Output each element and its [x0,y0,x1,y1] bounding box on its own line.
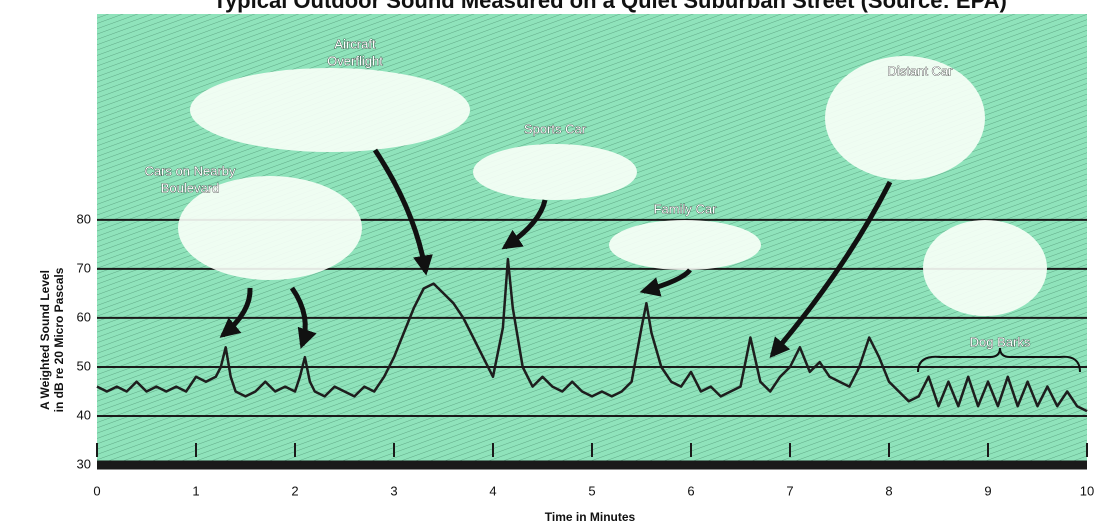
x-tick-label: 9 [984,483,991,498]
x-tick-label: 0 [93,483,100,498]
annotation-cloud [190,68,470,152]
x-tick-label: 4 [489,483,496,498]
x-tick-label: 2 [291,483,298,498]
chart: Typical Outdoor Sound Measured on a Quie… [0,0,1099,526]
annotation-label: Dog Barks [970,334,1031,349]
y-axis-label: in dB re 20 Micro Pascals [52,267,66,412]
annotation-cloud [609,220,761,270]
x-tick-label: 7 [786,483,793,498]
annotation-label: Distant Car [887,63,953,78]
x-axis-label: Time in Minutes [545,510,636,524]
y-tick-label: 30 [77,456,91,471]
x-tick-label: 8 [885,483,892,498]
x-tick-label: 1 [192,483,199,498]
y-tick-label: 70 [77,260,91,275]
y-tick-label: 40 [77,407,91,422]
y-axis-label: A Weighted Sound Level [38,270,52,410]
annotation-label: Overflight [327,53,383,68]
x-tick-label: 6 [687,483,694,498]
annotation-label: Family Car [654,201,718,216]
annotation-label: Aircraft [334,36,376,51]
annotation-label: Sports Car [524,121,587,136]
y-tick-label: 80 [77,211,91,226]
chart-title: Typical Outdoor Sound Measured on a Quie… [213,0,1007,13]
x-tick-label: 10 [1080,483,1094,498]
annotation-cloud [473,144,637,200]
annotation-label: Cars on Nearby [144,163,236,178]
x-tick-label: 5 [588,483,595,498]
x-tick-label: 3 [390,483,397,498]
y-tick-label: 50 [77,358,91,373]
annotation-cloud [923,220,1047,316]
y-tick-label: 60 [77,309,91,324]
annotation-label: Boulevard [161,180,220,195]
